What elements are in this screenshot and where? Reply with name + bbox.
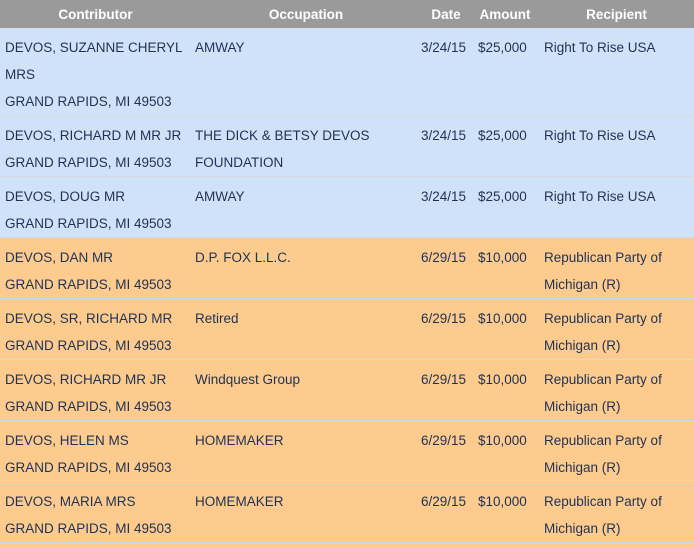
- date-cell: 3/24/15: [421, 28, 471, 116]
- recipient-cell: Right To Rise USA: [539, 28, 694, 116]
- table-row: DEVOS, MARIA MRS GRAND RAPIDS, MI 49503 HO…: [0, 481, 694, 543]
- occupation-cell: THE DICK & BETSY DEVOS FOUNDATION: [191, 115, 421, 177]
- column-header-recipient: Recipient: [539, 0, 694, 28]
- recipient-cell: Republican Party of Michigan (R): [539, 359, 694, 421]
- column-header-occupation: Occupation: [191, 0, 421, 28]
- contributor-cell: DEVOS, RICHARD M MR JR GRAND RAPIDS, MI 4…: [0, 115, 191, 177]
- contributor-name: DEVOS, RICHARD MR JR: [5, 372, 167, 387]
- recipient-cell: Right To Rise USA: [539, 176, 694, 238]
- amount-cell: $10,000: [471, 420, 539, 482]
- contributor-address: GRAND RAPIDS, MI 49503: [5, 277, 172, 292]
- contributor-cell: DEVOS, DOUG MR GRAND RAPIDS, MI 49503: [0, 176, 191, 238]
- contributor-cell: DEVOS, SR, RICHARD MR GRAND RAPIDS, MI 49…: [0, 298, 191, 360]
- date-cell: 6/29/15: [421, 359, 471, 421]
- recipient-cell: Republican Party of Michigan (R): [539, 420, 694, 482]
- contributor-cell: DEVOS, MARIA MRS GRAND RAPIDS, MI 49503: [0, 481, 191, 543]
- occupation-cell: HOMEMAKER: [191, 420, 421, 482]
- date-cell: 6/29/15: [421, 420, 471, 482]
- partial-next-row: [0, 542, 694, 547]
- occupation-cell: AMWAY: [191, 176, 421, 238]
- column-header-amount: Amount: [471, 0, 539, 28]
- contributor-name: DEVOS, HELEN MS: [5, 433, 129, 448]
- date-cell: 6/29/15: [421, 481, 471, 543]
- contributor-name: DEVOS, MARIA MRS: [5, 494, 136, 509]
- contributor-cell: DEVOS, RICHARD MR JR GRAND RAPIDS, MI 495…: [0, 359, 191, 421]
- amount-cell: $10,000: [471, 298, 539, 360]
- table-row: DEVOS, HELEN MS GRAND RAPIDS, MI 49503 HOM…: [0, 420, 694, 482]
- amount-cell: $10,000: [471, 359, 539, 421]
- contributor-name: DEVOS, DOUG MR: [5, 189, 126, 204]
- amount-cell: $25,000: [471, 115, 539, 177]
- contributor-name: DEVOS, DAN MR: [5, 250, 114, 265]
- date-cell: 6/29/15: [421, 298, 471, 360]
- contributor-address: GRAND RAPIDS, MI 49503: [5, 94, 172, 109]
- contributor-address: GRAND RAPIDS, MI 49503: [5, 521, 172, 536]
- date-cell: 6/29/15: [421, 237, 471, 299]
- contributor-address: GRAND RAPIDS, MI 49503: [5, 338, 172, 353]
- contributor-address: GRAND RAPIDS, MI 49503: [5, 155, 172, 170]
- column-header-contributor: Contributor: [0, 0, 191, 28]
- contributor-cell: DEVOS, HELEN MS GRAND RAPIDS, MI 49503: [0, 420, 191, 482]
- recipient-cell: Right To Rise USA: [539, 115, 694, 177]
- recipient-cell: Republican Party of Michigan (R): [539, 481, 694, 543]
- occupation-cell: Windquest Group: [191, 359, 421, 421]
- contributor-address: GRAND RAPIDS, MI 49503: [5, 460, 172, 475]
- table-row: DEVOS, RICHARD MR JR GRAND RAPIDS, MI 495…: [0, 359, 694, 421]
- partial-next-row-cell: [0, 542, 694, 547]
- table-row: DEVOS, SR, RICHARD MR GRAND RAPIDS, MI 49…: [0, 298, 694, 360]
- contributor-address: GRAND RAPIDS, MI 49503: [5, 399, 172, 414]
- contributor-address: GRAND RAPIDS, MI 49503: [5, 216, 172, 231]
- amount-cell: $10,000: [471, 237, 539, 299]
- occupation-cell: D.P. FOX L.L.C.: [191, 237, 421, 299]
- table-row: DEVOS, DAN MR GRAND RAPIDS, MI 49503 D.P. …: [0, 237, 694, 299]
- contributor-cell: DEVOS, SUZANNE CHERYL MRS GRAND RAPIDS, M…: [0, 28, 191, 116]
- amount-cell: $10,000: [471, 481, 539, 543]
- table-row: DEVOS, DOUG MR GRAND RAPIDS, MI 49503 AMWA…: [0, 176, 694, 238]
- recipient-cell: Republican Party of Michigan (R): [539, 237, 694, 299]
- table-row: DEVOS, SUZANNE CHERYL MRS GRAND RAPIDS, M…: [0, 28, 694, 116]
- occupation-cell: HOMEMAKER: [191, 481, 421, 543]
- date-cell: 3/24/15: [421, 176, 471, 238]
- occupation-cell: Retired: [191, 298, 421, 360]
- contributor-name: DEVOS, SUZANNE CHERYL MRS: [5, 40, 183, 82]
- table-header-row: Contributor Occupation Date Amount Recip…: [0, 0, 694, 28]
- amount-cell: $25,000: [471, 176, 539, 238]
- amount-cell: $25,000: [471, 28, 539, 116]
- date-cell: 3/24/15: [421, 115, 471, 177]
- contributor-name: DEVOS, RICHARD M MR JR: [5, 128, 182, 143]
- column-header-date: Date: [421, 0, 471, 28]
- contributor-cell: DEVOS, DAN MR GRAND RAPIDS, MI 49503: [0, 237, 191, 299]
- occupation-cell: AMWAY: [191, 28, 421, 116]
- table-row: DEVOS, RICHARD M MR JR GRAND RAPIDS, MI 4…: [0, 115, 694, 177]
- recipient-cell: Republican Party of Michigan (R): [539, 298, 694, 360]
- contributor-name: DEVOS, SR, RICHARD MR: [5, 311, 173, 326]
